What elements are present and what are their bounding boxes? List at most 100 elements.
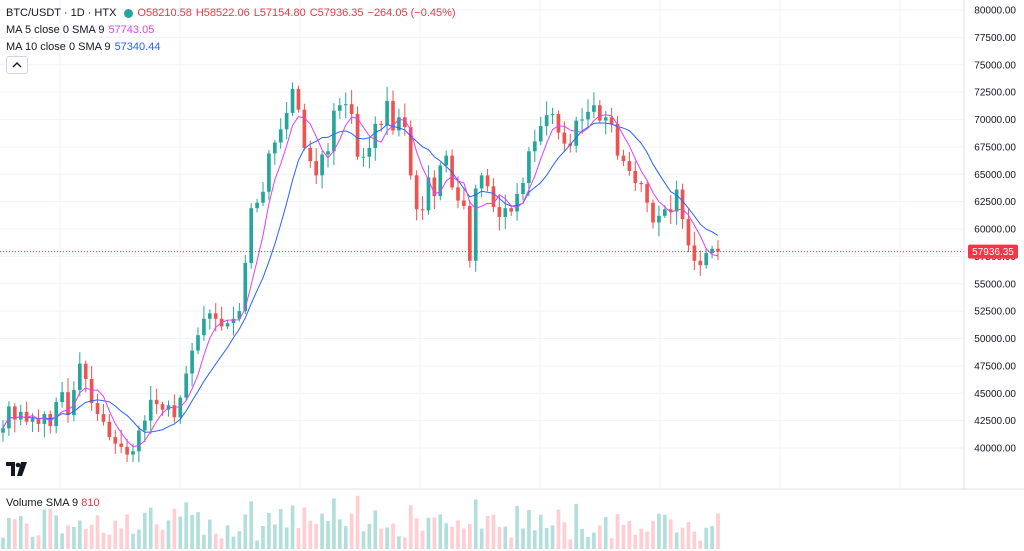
- ma5-line: [2, 114, 719, 448]
- y-tick-label: 47500.00: [974, 361, 1016, 372]
- volume-bar: [184, 502, 189, 549]
- volume-bar: [633, 534, 638, 549]
- tradingview-logo-icon[interactable]: [6, 462, 30, 482]
- ma5-legend[interactable]: MA 5 close 0 SMA 9 57743.05: [6, 23, 158, 37]
- candle-body: [308, 147, 313, 162]
- candle-body: [402, 117, 407, 128]
- candle-body: [83, 363, 88, 380]
- volume-bar: [314, 523, 319, 549]
- volume-bar: [95, 515, 100, 549]
- volume-bar: [207, 519, 212, 549]
- candle-body: [249, 208, 254, 263]
- candle-body: [662, 209, 667, 216]
- candle-body: [60, 392, 64, 403]
- last-price-tag: 57936.35: [968, 244, 1018, 259]
- candle-body: [332, 110, 336, 152]
- candle-body: [202, 318, 206, 336]
- candle-body: [42, 414, 47, 424]
- volume-bar: [627, 520, 632, 549]
- last-price-label: 57936.35: [972, 247, 1014, 258]
- volume-value: 810: [81, 497, 100, 509]
- candle-body: [538, 126, 543, 142]
- candle-body: [509, 208, 514, 212]
- candle-body: [272, 142, 277, 154]
- volume-bar: [426, 517, 431, 549]
- volume-bar: [686, 522, 691, 549]
- candle-body: [497, 207, 502, 217]
- volume-bar: [237, 531, 242, 549]
- volume-bar: [249, 501, 254, 549]
- volume-bar: [196, 512, 200, 549]
- volume-bar: [408, 505, 413, 549]
- y-tick-label: 40000.00: [974, 444, 1016, 455]
- volume-bar: [521, 528, 525, 549]
- volume-bar: [272, 524, 277, 549]
- ma10-legend[interactable]: MA 10 close 0 SMA 9 57340.44: [6, 40, 164, 54]
- volume-legend[interactable]: Volume SMA 9 810: [6, 497, 100, 509]
- candle-body: [101, 414, 106, 422]
- symbol-title[interactable]: BTC/USDT · 1D · HTX: [6, 7, 117, 19]
- candle-body: [131, 451, 135, 455]
- candle-body: [237, 311, 242, 319]
- candle-body: [172, 405, 177, 418]
- candle-body: [692, 245, 697, 261]
- collapse-legend-button[interactable]: [6, 56, 28, 74]
- candle-body: [190, 350, 194, 374]
- candle-body: [302, 109, 307, 148]
- volume-bar: [562, 522, 567, 549]
- volume-bar: [83, 528, 88, 549]
- volume-bar: [402, 537, 407, 549]
- y-tick-label: 55000.00: [974, 279, 1016, 290]
- candle-body: [408, 127, 413, 176]
- ma10-line: [2, 122, 719, 433]
- candle-body: [107, 421, 112, 438]
- candle-body: [456, 187, 460, 201]
- candle-body: [178, 397, 183, 418]
- volume-bar: [491, 514, 496, 549]
- candle-body: [184, 373, 189, 398]
- candle-body: [349, 104, 354, 115]
- candle-body: [651, 202, 655, 223]
- chevron-up-icon: [12, 62, 22, 68]
- candle-body: [196, 335, 200, 351]
- candle-body: [160, 404, 165, 410]
- volume-bar: [609, 538, 614, 549]
- candle-body: [657, 215, 661, 223]
- candle-body: [373, 123, 378, 148]
- volume-bar: [213, 533, 218, 549]
- candle-body: [207, 313, 212, 319]
- candle-body: [716, 248, 720, 252]
- candle-body: [491, 186, 496, 208]
- volume-bar: [60, 533, 64, 549]
- y-tick-label: 60000.00: [974, 225, 1016, 236]
- candle-body: [462, 200, 466, 207]
- candle-body: [137, 430, 141, 452]
- volume-bar: [261, 525, 265, 549]
- candle-body: [18, 411, 23, 420]
- volume-bar: [131, 533, 135, 549]
- volume-bar: [597, 525, 602, 549]
- ma10-value: 57340.44: [114, 41, 161, 53]
- open-value: O58210.58: [137, 7, 192, 19]
- volume-bar: [367, 523, 372, 549]
- candle-body: [556, 114, 561, 133]
- candle-body: [574, 120, 579, 146]
- volume-bar: [473, 499, 478, 549]
- candle-body: [633, 170, 638, 184]
- low-value: L57154.80: [253, 7, 306, 19]
- candle-body: [89, 379, 94, 404]
- y-tick-label: 42500.00: [974, 416, 1016, 427]
- candle-body: [296, 88, 301, 110]
- candle-body: [473, 188, 478, 261]
- volume-bar: [219, 538, 224, 549]
- candle-body: [544, 115, 549, 127]
- candle-body: [355, 114, 360, 157]
- volume-bar: [101, 532, 106, 549]
- candle-body: [438, 165, 443, 197]
- y-tick-label: 75000.00: [974, 60, 1016, 71]
- candle-body: [680, 189, 685, 220]
- volume-bar: [603, 517, 608, 549]
- candle-body: [77, 363, 82, 390]
- candle-body: [95, 403, 100, 415]
- volume-bar: [107, 534, 112, 549]
